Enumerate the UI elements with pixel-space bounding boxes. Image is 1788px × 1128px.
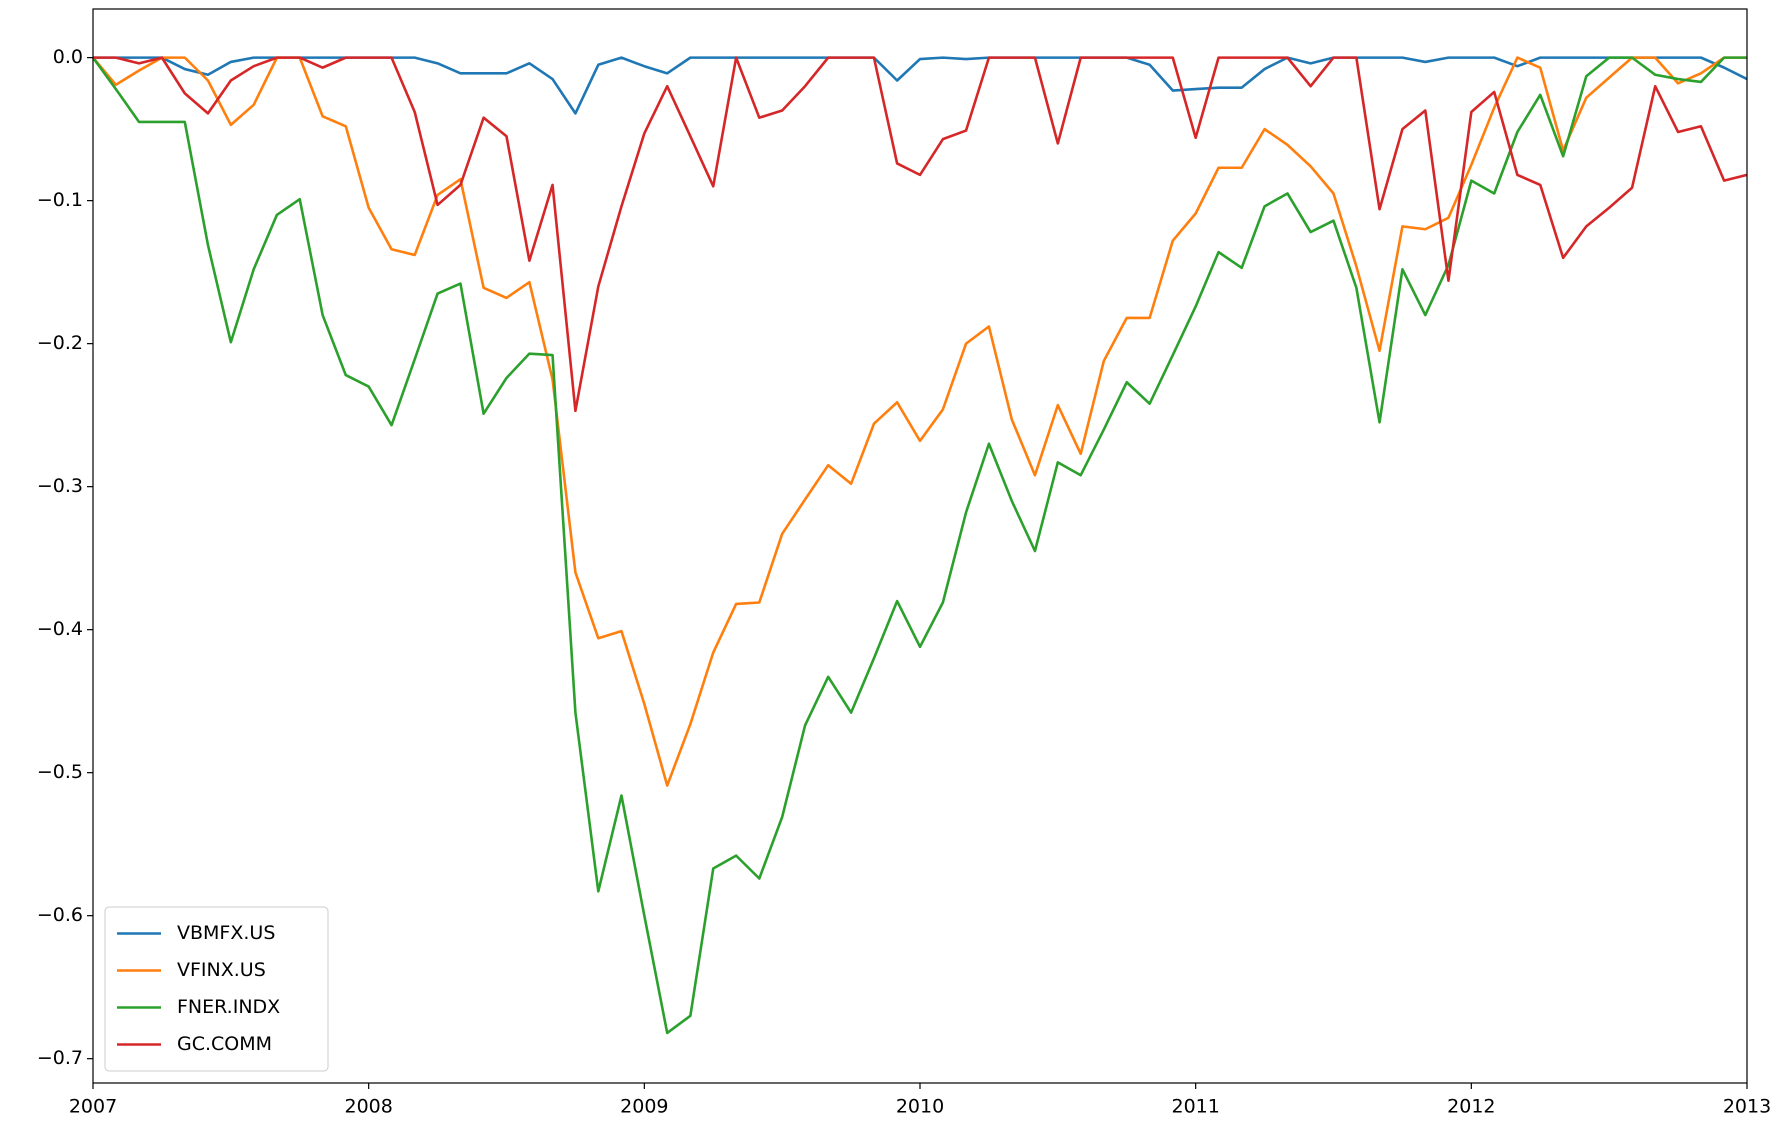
y-tick-label: −0.3 — [37, 475, 83, 497]
legend-label: VBMFX.US — [177, 922, 275, 944]
x-tick-label: 2013 — [1723, 1096, 1771, 1118]
x-tick-label: 2008 — [344, 1096, 392, 1118]
y-tick-label: −0.6 — [37, 904, 83, 926]
legend-box — [104, 906, 329, 1072]
plot-frame — [92, 8, 1748, 1084]
y-tick-label: −0.5 — [37, 761, 83, 783]
line-series — [93, 56, 1748, 413]
x-tick-label: 2010 — [896, 1096, 944, 1118]
y-tick-label: −0.1 — [37, 189, 83, 211]
legend-label: FNER.INDX — [177, 996, 280, 1018]
x-tick-label: 2011 — [1171, 1096, 1219, 1118]
legend: VBMFX.US VFINX.US FNER.INDX GC.COMM — [104, 906, 329, 1072]
line-series — [92, 56, 1747, 787]
x-tick-label: 2012 — [1447, 1096, 1495, 1118]
legend-label: GC.COMM — [177, 1033, 272, 1055]
y-tick-label: 0.0 — [53, 46, 83, 68]
line-series — [91, 56, 1747, 1035]
legend-label: VFINX.US — [177, 959, 266, 981]
y-tick-label: −0.4 — [37, 618, 83, 640]
x-tick-label: 2007 — [69, 1096, 117, 1118]
y-tick-label: −0.2 — [37, 332, 83, 354]
y-tick-label: −0.7 — [37, 1047, 83, 1069]
x-tick-label: 2009 — [620, 1096, 668, 1118]
